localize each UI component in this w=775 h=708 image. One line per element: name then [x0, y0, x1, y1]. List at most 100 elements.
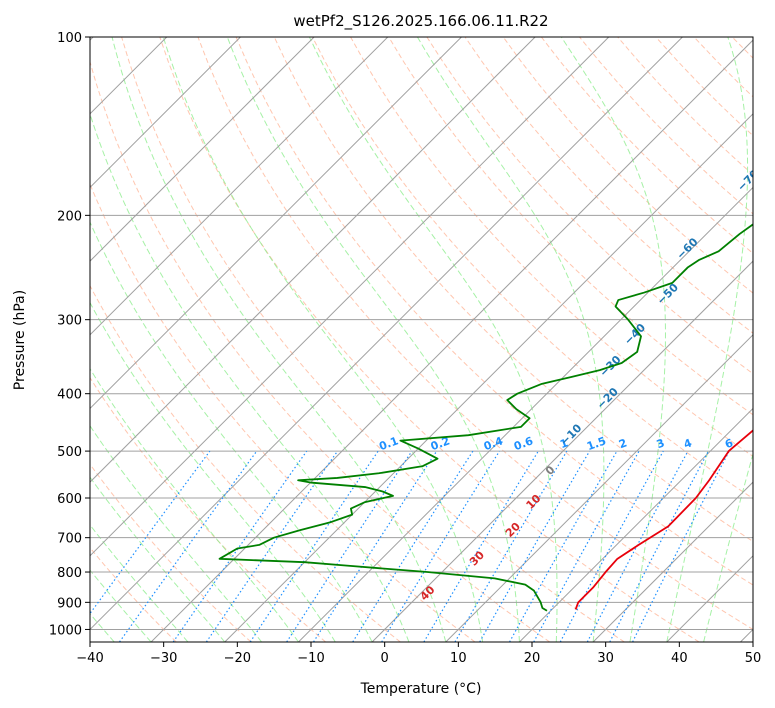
mixing-ratio-line	[559, 450, 664, 642]
isotherm-line	[90, 37, 536, 483]
moist-adiabat	[90, 569, 152, 642]
mixing-ratio-line	[381, 450, 500, 642]
mixing-ratio-label: 0.1	[377, 434, 400, 453]
background-lines	[90, 37, 775, 642]
x-tick-label: −30	[150, 651, 177, 666]
mixing-ratio-line	[205, 450, 339, 642]
isotherm-line	[90, 37, 241, 189]
y-axis-label: Pressure (hPa)	[12, 290, 28, 390]
dry-adiabat	[159, 37, 700, 642]
isotherm-label: 10	[524, 492, 544, 512]
isotherm-line	[371, 260, 753, 642]
mixing-ratio-line	[172, 450, 308, 642]
dry-adiabat	[693, 37, 753, 98]
x-tick-label: −20	[224, 651, 251, 666]
dry-adiabat	[617, 37, 753, 176]
dry-adiabat	[426, 37, 753, 375]
mixing-ratio-label: 0.2	[429, 434, 452, 453]
dewpoint-profile-line	[218, 223, 753, 612]
dry-adiabat	[464, 37, 753, 334]
x-tick-label: 10	[450, 651, 467, 666]
mixing-ratio-label: 0.4	[482, 434, 505, 453]
y-tick-label: 700	[57, 532, 82, 547]
y-tick-label: 800	[57, 566, 82, 581]
mixing-ratio-line	[286, 450, 413, 642]
moist-adiabat	[90, 220, 373, 642]
y-tick-label: 600	[57, 492, 82, 507]
isotherm-label: −40	[622, 321, 649, 348]
dry-adiabat	[273, 37, 753, 543]
moist-adiabat	[416, 37, 605, 642]
dry-adiabat	[90, 60, 551, 642]
x-tick-label: 40	[671, 651, 688, 666]
x-tick-label: −10	[297, 651, 324, 666]
isotherm-line	[90, 37, 389, 336]
mixing-ratio-label: 1.5	[585, 434, 608, 453]
moist-adiabat	[666, 37, 749, 642]
isotherm-line	[90, 37, 683, 631]
mixing-ratio-line	[632, 450, 730, 642]
isotherm-label: −70	[735, 167, 762, 194]
isotherm-label: −10	[558, 421, 585, 448]
mixing-ratio-label: 0.6	[512, 434, 535, 453]
x-tick-label: 30	[597, 651, 614, 666]
isotherm-line	[90, 37, 610, 557]
moist-adiabat	[111, 37, 447, 642]
isotherm-line	[90, 37, 315, 262]
dry-adiabat	[770, 37, 775, 642]
dry-adiabat	[540, 37, 753, 254]
mixing-ratio-label: 6	[723, 436, 735, 451]
mixing-ratio-line	[313, 450, 438, 642]
moist-adiabat	[90, 476, 226, 642]
dry-adiabat	[350, 37, 753, 457]
isotherm-label: 20	[503, 520, 523, 540]
mixing-ratio-line	[423, 450, 539, 642]
mixing-ratio-line	[533, 450, 640, 642]
isotherm-line	[666, 555, 753, 642]
y-tick-label: 100	[57, 31, 82, 46]
isotherm-line	[519, 407, 753, 642]
mixing-ratio-label: 10	[770, 435, 775, 453]
mixing-ratio-line	[454, 450, 568, 642]
x-tick-label: −40	[76, 651, 103, 666]
isotherm-label: 30	[467, 548, 487, 568]
isotherm-line	[445, 334, 753, 642]
mixing-ratio-label: 1	[558, 436, 570, 451]
dry-adiabat	[90, 182, 476, 642]
y-tick-label: 200	[57, 209, 82, 224]
mixing-ratio-label: 4	[682, 436, 694, 451]
moist-adiabat	[90, 524, 189, 642]
dry-adiabat	[655, 37, 753, 137]
isotherm-line	[740, 628, 753, 642]
isotherm-label: −80	[770, 121, 775, 148]
x-axis-label: Temperature (°C)	[360, 681, 482, 697]
isotherm-line	[298, 186, 753, 642]
isotherm-line	[592, 481, 753, 642]
y-tick-label: 400	[57, 388, 82, 403]
moist-adiabat	[90, 367, 299, 642]
dry-adiabat	[90, 546, 177, 642]
mixing-ratio-label: 2	[617, 436, 629, 451]
moist-adiabat	[560, 37, 666, 642]
moist-adiabat	[90, 112, 410, 642]
dry-adiabat	[502, 37, 753, 294]
moist-adiabat	[162, 37, 484, 642]
isotherm-label: 0	[543, 463, 558, 478]
isotherm-label: −60	[674, 235, 701, 262]
x-tick-label: 50	[745, 651, 762, 666]
isotherm-line	[150, 39, 753, 642]
mixing-ratio-line	[509, 450, 618, 642]
profile-series	[218, 223, 753, 612]
dry-adiabat	[197, 37, 753, 631]
y-tick-label: 1000	[49, 623, 82, 638]
mixing-ratio-line	[90, 450, 211, 615]
dry-adiabat	[235, 37, 753, 586]
moist-adiabat	[90, 424, 263, 642]
moist-adiabat	[226, 37, 520, 642]
dry-adiabat	[90, 376, 326, 642]
moist-adiabat	[308, 37, 558, 642]
y-tick-label: 300	[57, 314, 82, 329]
y-tick-label: 500	[57, 445, 82, 460]
mixing-ratio-line	[119, 450, 258, 642]
